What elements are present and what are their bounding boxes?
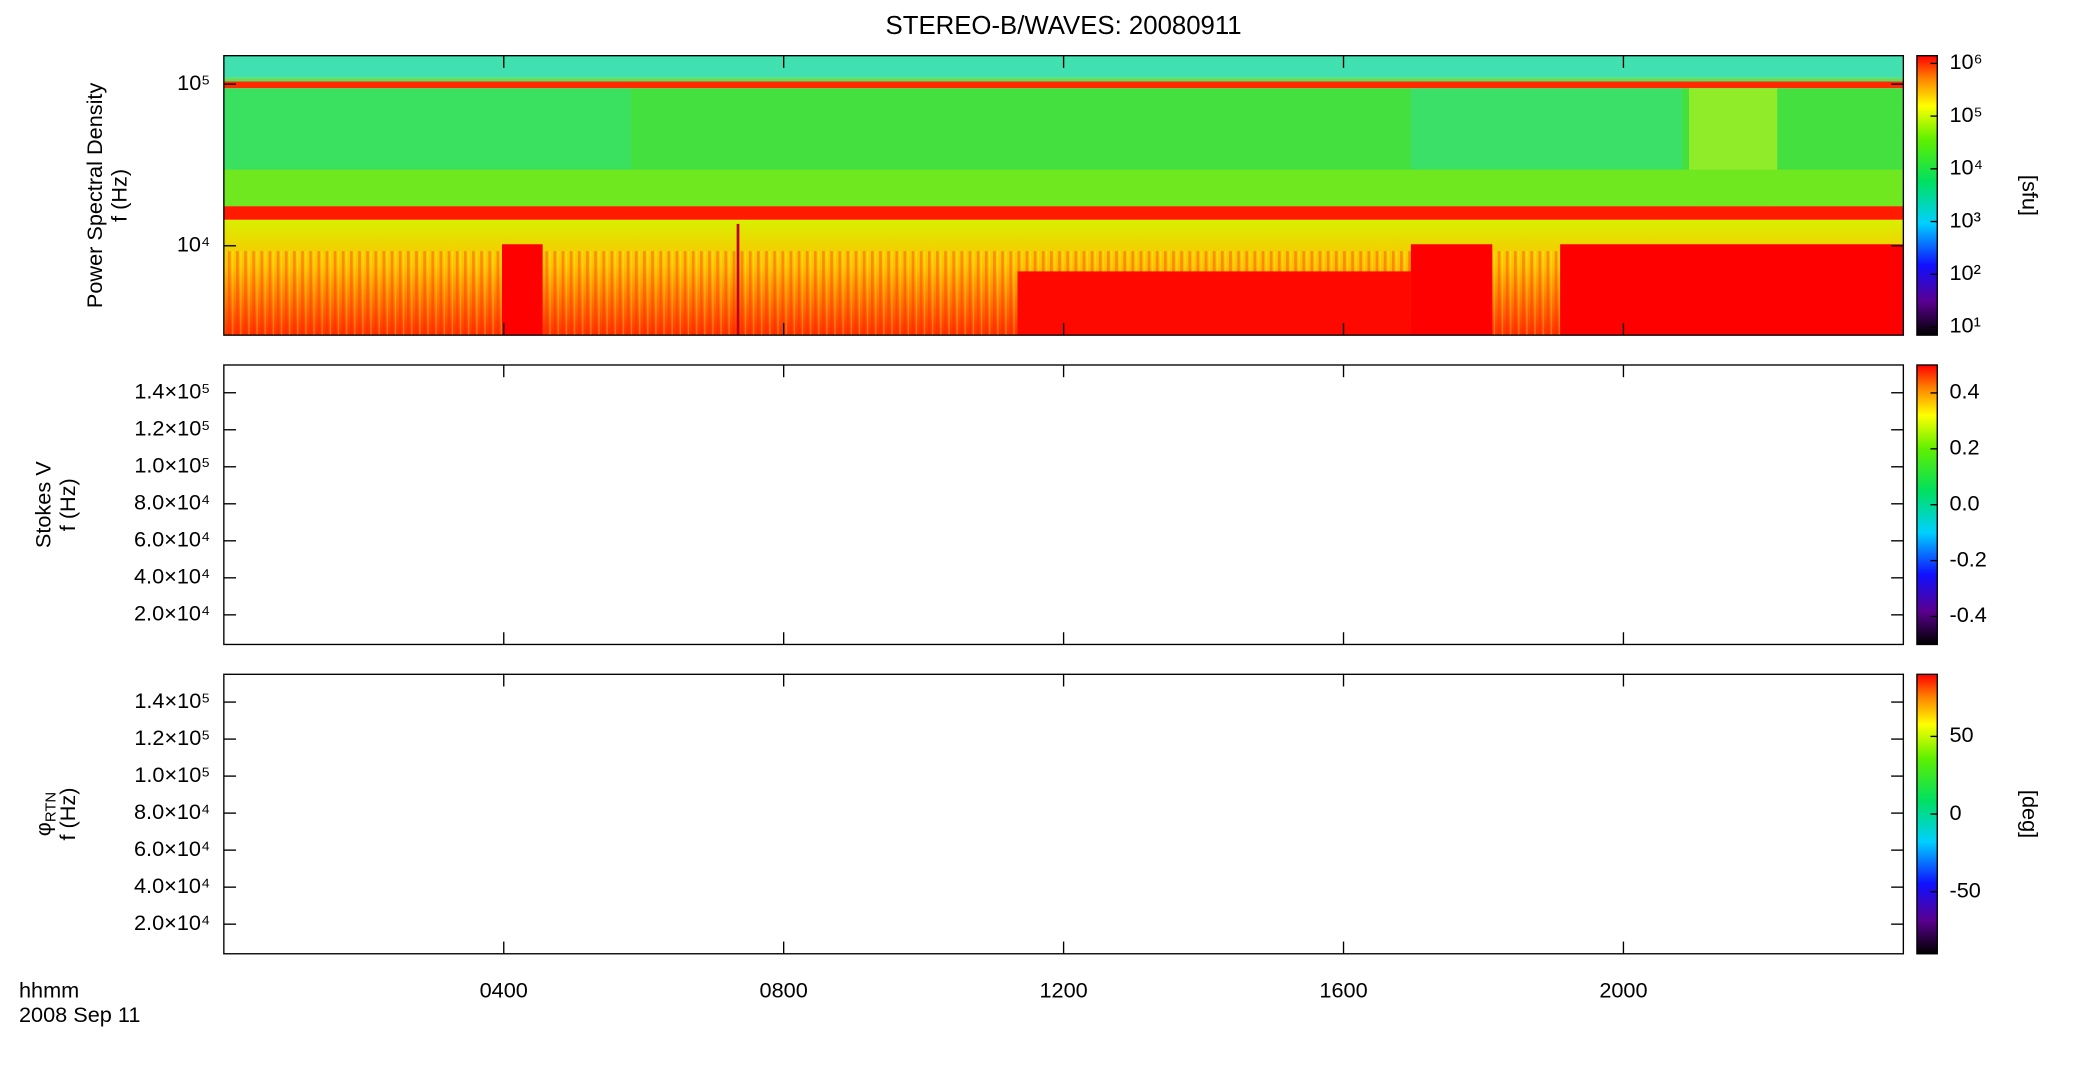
y-tick-label: 2.0×10⁴ [134, 601, 210, 626]
colorbar-tick-label: 10⁵ [1949, 102, 1982, 127]
colorbar-tick-label: -0.2 [1949, 546, 1986, 571]
y-axis-label: Stokes V [31, 461, 56, 548]
plot-frame [223, 673, 1905, 955]
colorbar-tick-label: 0.0 [1949, 490, 1979, 515]
y-tick-label: 1.2×10⁵ [134, 725, 210, 750]
y-axis-label-sub: RTN [42, 792, 59, 822]
colorbar-label: [deg] [2017, 790, 2042, 838]
y-tick-label: 8.0×10⁴ [134, 799, 210, 824]
colorbar-tick-label: 0.2 [1949, 435, 1979, 460]
colorbar-tick-label: 10² [1949, 260, 1980, 285]
y-axis-label: f (Hz) [55, 788, 80, 841]
colorbar-tick-label: 10⁴ [1949, 155, 1982, 180]
colorbar-tick-label: 0 [1949, 800, 1961, 825]
colorbar [1916, 55, 1938, 336]
colorbar-tick-label: 50 [1949, 722, 1973, 747]
y-tick-label: 1.0×10⁵ [134, 762, 210, 787]
colorbar-tick-label: -0.4 [1949, 602, 1986, 627]
y-tick-label: 10⁵ [177, 70, 210, 95]
x-tick-label: 0800 [760, 977, 808, 1002]
y-tick-label: 1.4×10⁵ [134, 378, 210, 403]
x-tick-label: 0400 [480, 977, 528, 1002]
y-axis-label: f (Hz) [55, 478, 80, 531]
plot-frame [223, 364, 1905, 646]
y-axis-label: φRTN [31, 792, 60, 836]
x-tick-label: 1600 [1319, 977, 1367, 1002]
x-tick-label: 1200 [1039, 977, 1087, 1002]
y-tick-label: 2.0×10⁴ [134, 910, 210, 935]
y-tick-label: 1.0×10⁵ [134, 453, 210, 478]
y-tick-label: 8.0×10⁴ [134, 490, 210, 515]
x-axis-label: hhmm [19, 977, 79, 1002]
y-axis-label: f (Hz) [106, 169, 131, 222]
y-tick-label: 1.4×10⁵ [134, 688, 210, 713]
y-tick-label: 6.0×10⁴ [134, 527, 210, 552]
colorbar-label: [sfu] [2017, 175, 2042, 216]
colorbar-tick-label: 10¹ [1949, 313, 1980, 338]
x-tick-label: 2000 [1599, 977, 1647, 1002]
colorbar-tick-label: -50 [1949, 877, 1980, 902]
chart-title: STEREO-B/WAVES: 20080911 [886, 12, 1242, 40]
colorbar-tick-label: 10⁶ [1949, 49, 1982, 74]
colorbar-tick-label: 0.4 [1949, 379, 1979, 404]
colorbar-tick-label: 10³ [1949, 207, 1980, 232]
y-tick-label: 10⁴ [177, 232, 210, 257]
y-tick-label: 6.0×10⁴ [134, 836, 210, 861]
spectrogram-image [223, 55, 1904, 336]
y-tick-label: 4.0×10⁴ [134, 564, 210, 589]
y-tick-label: 1.2×10⁵ [134, 416, 210, 441]
y-axis-label: Power Spectral Density [82, 83, 107, 309]
y-tick-label: 4.0×10⁴ [134, 873, 210, 898]
x-axis-label: 2008 Sep 11 [19, 1002, 140, 1027]
